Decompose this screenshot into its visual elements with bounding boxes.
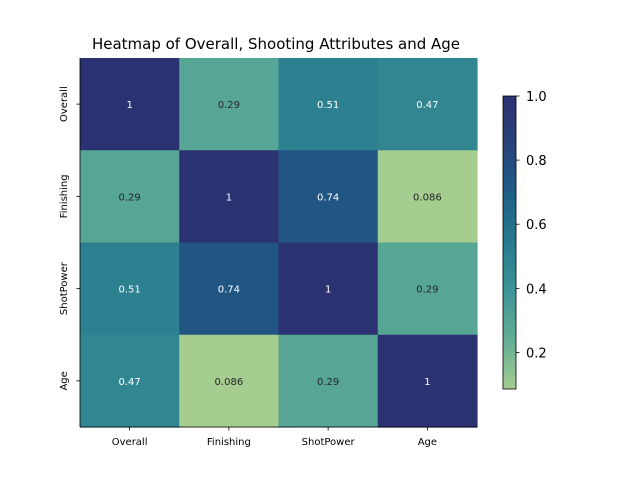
y-tick-label: Overall (59, 86, 70, 122)
heatmap-cell-label: 1 (325, 285, 331, 296)
heatmap-cell-shotpower-age (377, 242, 478, 336)
heatmap-cell-age-age (377, 334, 478, 428)
heatmap-cell-label: 0.47 (118, 377, 140, 388)
heatmap-cell-overall-age (377, 58, 478, 151)
colorbar-tick-label: 0.8 (526, 154, 547, 169)
chart-title: Heatmap of Overall, Shooting Attributes … (92, 35, 460, 53)
heatmap-cell-age-shotpower (278, 334, 379, 428)
x-tick-label: Age (418, 437, 437, 448)
heatmap-cell-label: 0.086 (215, 377, 244, 388)
y-tick-label: Age (59, 371, 70, 390)
colorbar-tick-label: 0.6 (526, 218, 547, 233)
heatmap-cell-overall-shotpower (278, 58, 379, 151)
y-tick-label: Finishing (59, 174, 70, 218)
colorbar-tick-label: 0.4 (526, 282, 547, 297)
heatmap-cell-finishing-overall (80, 150, 180, 244)
heatmap-cell-overall-overall (80, 58, 180, 151)
heatmap-cell-shotpower-finishing (179, 242, 280, 336)
heatmap-cell-age-finishing (179, 334, 280, 428)
heatmap-cell-label: 0.086 (413, 192, 442, 203)
x-tick-label: Overall (112, 437, 148, 448)
y-tick-label: ShotPower (59, 261, 70, 315)
colorbar-tick-label: 1.0 (526, 90, 547, 105)
colorbar: 0.2 0.4 0.6 0.8 1.0 (502, 90, 547, 390)
heatmap-cell-label: 0.47 (416, 100, 438, 111)
colorbar-gradient (502, 95, 517, 390)
heatmap-cell-finishing-shotpower (278, 150, 379, 244)
heatmap-cell-age-overall (80, 334, 180, 428)
heatmap-cell-label: 0.51 (118, 285, 140, 296)
x-tick-label: ShotPower (302, 437, 356, 448)
heatmap-cell-label: 0.29 (317, 377, 339, 388)
heatmap-cell-shotpower-overall (80, 242, 180, 336)
heatmap-cell-label: 0.74 (218, 285, 240, 296)
colorbar-tick-label: 0.2 (526, 346, 547, 361)
heatmap-cell-label: 0.29 (218, 100, 240, 111)
heatmap-cell-shotpower-shotpower (278, 242, 379, 336)
heatmap-cell-label: 1 (226, 192, 232, 203)
heatmap-cell-label: 1 (424, 377, 430, 388)
x-tick-label: Finishing (207, 437, 251, 448)
heatmap-cell-label: 0.51 (317, 100, 339, 111)
heatmap-cell-finishing-age (377, 150, 478, 244)
heatmap-cell-overall-finishing (179, 58, 280, 151)
heatmap-cell-label: 1 (126, 100, 132, 111)
heatmap-cell-label: 0.29 (416, 285, 438, 296)
heatmap-cell-label: 0.29 (118, 192, 140, 203)
heatmap-cell-finishing-finishing (179, 150, 280, 244)
heatmap-cell-label: 0.74 (317, 192, 339, 203)
